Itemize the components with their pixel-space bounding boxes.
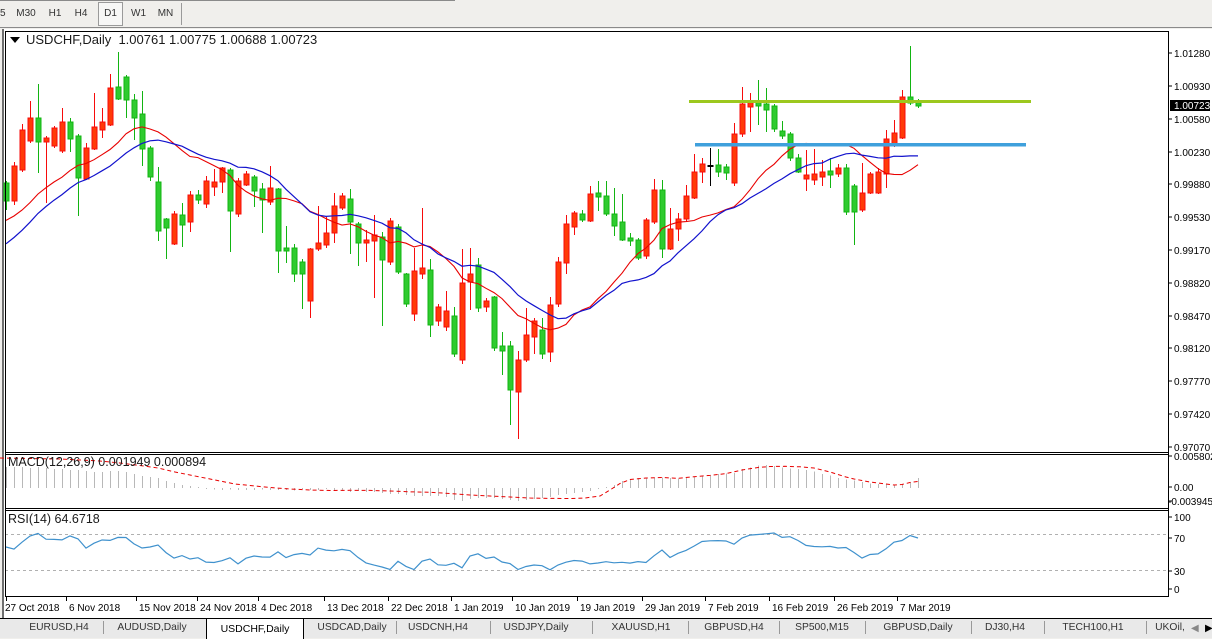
svg-text:MACD(12,26,9) 0.001949 0.00089: MACD(12,26,9) 0.001949 0.000894 xyxy=(8,455,206,469)
svg-text:0.99530: 0.99530 xyxy=(1174,213,1211,224)
svg-text:26 Feb 2019: 26 Feb 2019 xyxy=(837,603,894,614)
svg-text:24 Nov 2018: 24 Nov 2018 xyxy=(200,603,257,614)
svg-text:4 Dec 2018: 4 Dec 2018 xyxy=(261,603,313,614)
svg-text:0.005802: 0.005802 xyxy=(1174,452,1212,463)
svg-text:70: 70 xyxy=(1174,534,1186,545)
svg-text:RSI(14) 64.6718: RSI(14) 64.6718 xyxy=(8,512,100,526)
svg-text:0.98820: 0.98820 xyxy=(1174,279,1211,290)
svg-text:-0.003945: -0.003945 xyxy=(1168,497,1212,508)
svg-text:0.97770: 0.97770 xyxy=(1174,377,1211,388)
svg-text:15 Nov 2018: 15 Nov 2018 xyxy=(139,603,196,614)
svg-text:1.00723: 1.00723 xyxy=(1174,101,1211,112)
svg-text:7 Feb 2019: 7 Feb 2019 xyxy=(708,603,759,614)
svg-text:13 Dec 2018: 13 Dec 2018 xyxy=(327,603,384,614)
svg-text:0.97070: 0.97070 xyxy=(1174,443,1211,454)
svg-text:100: 100 xyxy=(1174,513,1191,524)
svg-text:0: 0 xyxy=(1174,585,1180,596)
svg-text:0.99880: 0.99880 xyxy=(1174,180,1211,191)
svg-text:1.00930: 1.00930 xyxy=(1174,82,1211,93)
svg-text:19 Jan 2019: 19 Jan 2019 xyxy=(580,603,635,614)
svg-text:7 Mar 2019: 7 Mar 2019 xyxy=(900,603,951,614)
svg-text:16 Feb 2019: 16 Feb 2019 xyxy=(772,603,829,614)
svg-text:1 Jan 2019: 1 Jan 2019 xyxy=(454,603,504,614)
svg-text:USDCHF,Daily 1.00761 1.00775: USDCHF,Daily 1.00761 1.00775 1.00688 1.0… xyxy=(26,32,317,47)
svg-text:0.00: 0.00 xyxy=(1174,483,1194,494)
svg-text:27 Oct 2018: 27 Oct 2018 xyxy=(5,603,60,614)
svg-text:6 Nov 2018: 6 Nov 2018 xyxy=(69,603,121,614)
svg-text:1.00230: 1.00230 xyxy=(1174,148,1211,159)
svg-text:22 Dec 2018: 22 Dec 2018 xyxy=(391,603,448,614)
svg-text:1.01280: 1.01280 xyxy=(1174,49,1211,60)
svg-text:1.00580: 1.00580 xyxy=(1174,115,1211,126)
svg-text:10 Jan 2019: 10 Jan 2019 xyxy=(515,603,570,614)
svg-text:30: 30 xyxy=(1174,567,1186,578)
svg-text:0.98120: 0.98120 xyxy=(1174,344,1211,355)
svg-text:29 Jan 2019: 29 Jan 2019 xyxy=(645,603,700,614)
svg-text:0.98470: 0.98470 xyxy=(1174,312,1211,323)
svg-text:0.97420: 0.97420 xyxy=(1174,410,1211,421)
svg-text:0.99170: 0.99170 xyxy=(1174,246,1211,257)
